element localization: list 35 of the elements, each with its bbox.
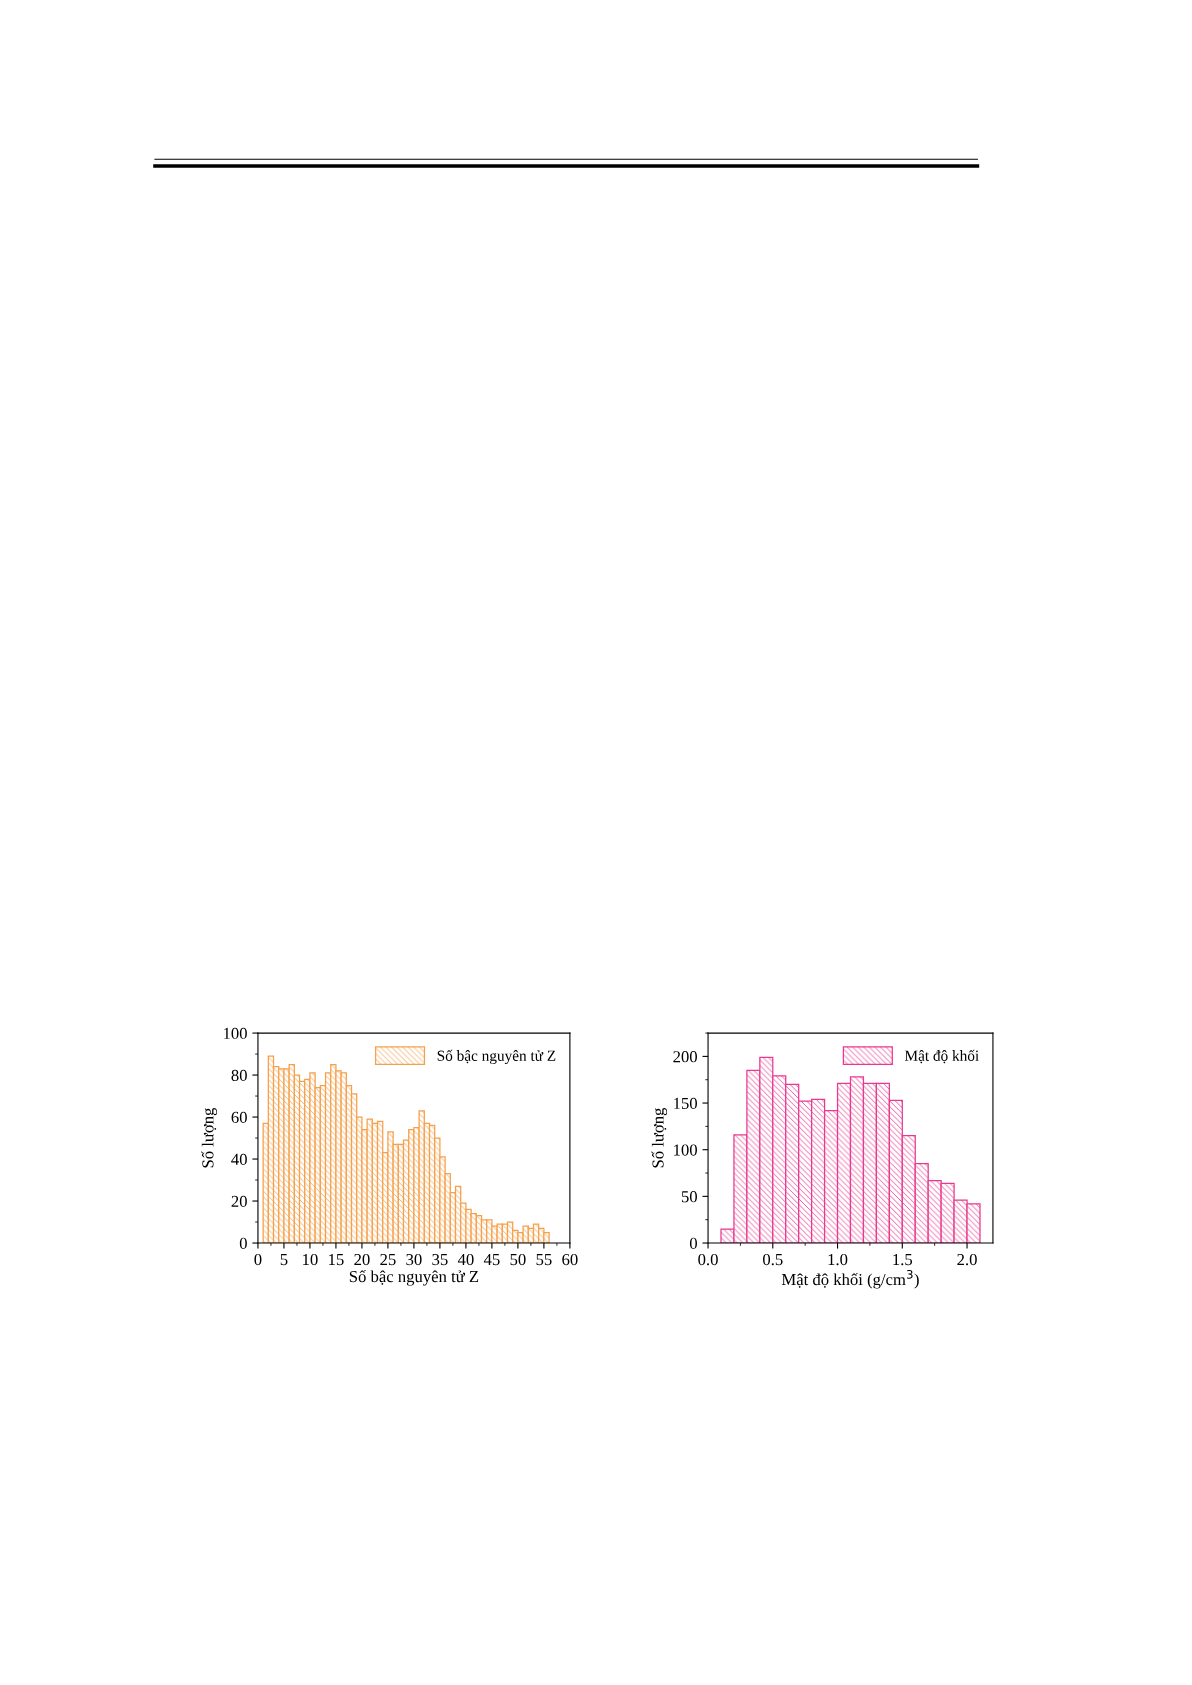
x-tick-label: 30 — [406, 1253, 422, 1266]
x-tick-label: 55 — [536, 1254, 552, 1266]
x-tick-label: 45 — [483, 1254, 500, 1266]
x-tick-label: 1.0 — [828, 1253, 848, 1266]
y-tick-label: 200 — [673, 1051, 697, 1063]
y-tick-label: 50 — [681, 1191, 697, 1203]
x-tick-label: 5 — [280, 1254, 288, 1266]
x-tick-label: 60 — [562, 1253, 578, 1266]
y-tick-label: 60 — [231, 1111, 247, 1123]
x-tick-label: 25 — [380, 1253, 396, 1266]
x-tick-label: 15 — [329, 1254, 344, 1266]
y-tick-label: 20 — [231, 1195, 247, 1207]
y-tick-label: 150 — [674, 1097, 697, 1109]
y-axis-title: Số lượng — [651, 1107, 668, 1168]
legend-label: Số bậc nguyên tử Z — [437, 1049, 556, 1065]
x-tick-label: 50 — [510, 1253, 526, 1266]
x-tick-label: 1.5 — [893, 1254, 913, 1266]
x-tick-label: 0.5 — [763, 1253, 783, 1266]
y-tick-label: 100 — [224, 1027, 247, 1040]
x-tick-label: 35 — [432, 1253, 448, 1266]
y-tick-label: 0 — [689, 1237, 697, 1249]
x-axis-title: Số bậc nguyên tử Z — [349, 1269, 479, 1286]
x-tick-label: 10 — [303, 1253, 318, 1266]
y-tick-label: 80 — [231, 1069, 247, 1082]
x-tick-label: 2.0 — [957, 1253, 977, 1266]
x-axis-title: Mật độ khối (g/cm$^{3}$) — [781, 1269, 919, 1289]
y-tick-label: 40 — [231, 1153, 247, 1165]
y-axis-title: Số lượng — [201, 1107, 217, 1168]
x-tick-label: 20 — [354, 1253, 370, 1266]
y-tick-label: 0 — [239, 1237, 247, 1249]
y-tick-label: 100 — [674, 1144, 697, 1156]
x-tick-label: 40 — [457, 1253, 474, 1266]
x-tick-label: 0.0 — [698, 1253, 718, 1266]
legend-label: Mật độ khối — [904, 1049, 979, 1064]
x-tick-label: 0 — [254, 1253, 262, 1266]
